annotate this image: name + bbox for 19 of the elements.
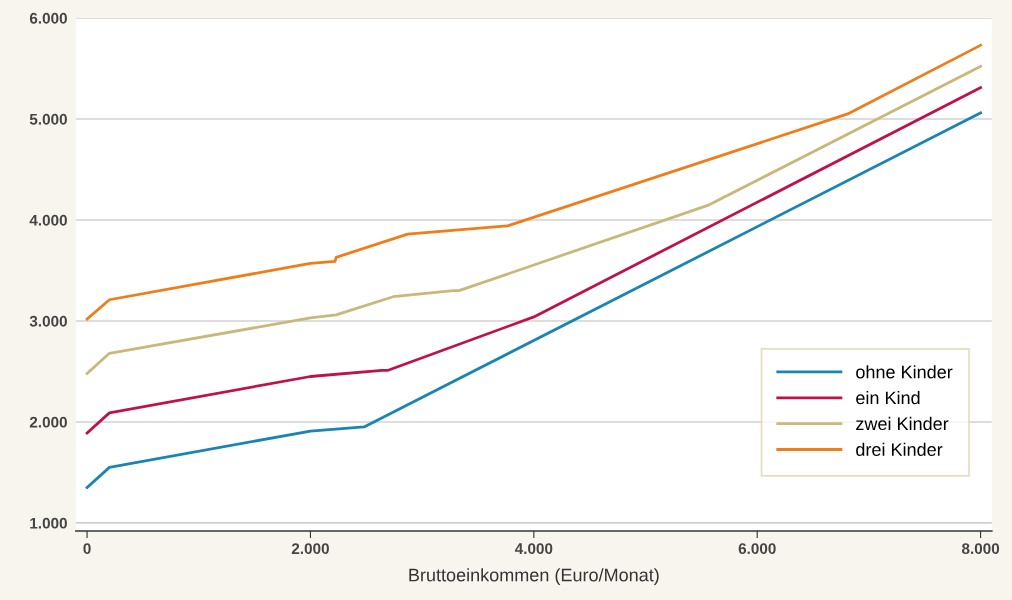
x-tick-label: 2.000 — [291, 543, 329, 555]
y-tick-label: 2.000 — [29, 416, 67, 428]
y-tick-label: 6.000 — [29, 12, 67, 24]
x-tick-label: 4.000 — [514, 543, 553, 555]
y-tick-label: 5.000 — [29, 113, 67, 125]
x-axis-title: Bruttoeinkommen (Euro/Monat) — [409, 568, 659, 585]
legend-label: drei Kinder — [856, 442, 943, 456]
x-tick-label: 0 — [83, 543, 91, 555]
x-tick-label: 6.000 — [738, 543, 776, 555]
line-series — [85, 111, 982, 489]
y-tick-label: 4.000 — [29, 214, 67, 226]
y-tick-label: 1.000 — [30, 517, 67, 529]
legend-label: ohne Kinder — [856, 365, 953, 379]
legend-label: ein Kind — [856, 391, 920, 405]
legend-label: zwei Kinder — [856, 416, 949, 431]
line-series — [85, 86, 982, 435]
x-tick-label: 8.000 — [961, 543, 1000, 555]
line-series — [85, 43, 982, 321]
y-tick-label: 3.000 — [29, 315, 67, 327]
